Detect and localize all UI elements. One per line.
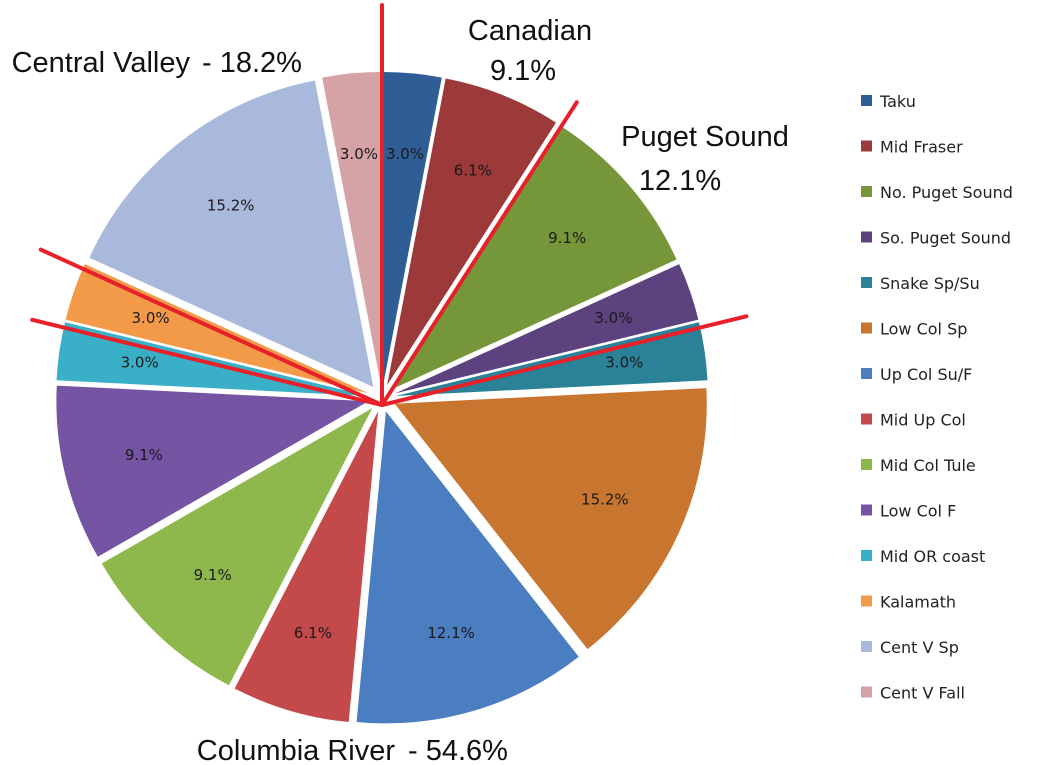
legend-label-taku: Taku [879,92,916,111]
slice-label-up-col-su-f: 12.1% [427,624,475,642]
legend-swatch-snake-sp-su [861,277,872,288]
legend-label-so-puget-sound: So. Puget Sound [880,229,1011,248]
group-label-columbia-river-name: Columbia River [197,735,396,765]
legend-swatch-cent-v-fall [861,686,872,698]
pie-slice-so-puget-sound [395,264,699,394]
pie-slice-mid-up-col [234,411,379,723]
slice-label-cent-v-sp: 15.2% [207,196,255,214]
pie-slice-up-col-su-f [356,411,579,724]
group-label-puget-sound-name: Puget Sound [621,121,789,153]
group-divider-lines [30,3,749,407]
slice-label-taku: 3.0% [386,145,424,163]
legend-swatch-kalamath [861,595,872,607]
legend-swatch-mid-fraser [861,140,872,152]
slice-label-mid-or-coast: 3.0% [121,354,159,372]
pie-slice-snake-sp-su [395,322,708,396]
slice-label-kalamath: 3.0% [132,309,170,327]
group-label-canadian-value: 9.1% [490,55,556,87]
legend-swatch-mid-col-tule [861,459,872,470]
legend-swatch-low-col-sp [861,322,872,334]
legend-swatch-no-puget-sound [861,186,872,197]
group-label-central-valley-value: - 18.2% [202,47,302,79]
slice-label-mid-fraser: 6.1% [454,162,492,180]
slice-label-mid-up-col: 6.1% [294,624,332,642]
legend-label-up-col-su-f: Up Col Su/F [880,365,972,384]
divider-puget-right [380,314,749,407]
legend-swatch-cent-v-sp [861,641,872,652]
legend-swatch-up-col-su-f [861,368,872,379]
legend-label-mid-col-tule: Mid Col Tule [880,456,976,475]
group-label-canadian-name: Canadian [468,15,592,47]
slice-label-so-puget-sound: 3.0% [594,309,632,327]
slice-label-no-puget-sound: 9.1% [548,229,586,247]
pie-slice-mid-fraser [387,78,557,385]
legend-swatch-so-puget-sound [861,231,872,243]
divider-canadian-right [380,100,579,407]
group-label-central-valley-name: Central Valley [12,47,191,79]
pie-slice-mid-col-tule [101,408,373,686]
slice-label-cent-v-fall: 3.0% [340,145,378,163]
slice-label-snake-sp-su: 3.0% [605,354,643,372]
pie-slice-low-col-f [56,385,369,557]
legend-label-cent-v-sp: Cent V Sp [880,638,959,657]
legend-label-kalamath: Kalamath [880,593,956,612]
legend-swatch-mid-or-coast [861,550,872,561]
legend-label-low-col-sp: Low Col Sp [880,320,967,339]
slice-data-labels: 3.0% 6.1% 9.1% 3.0% 3.0% 15.2% 12.1% 6.1% 9.1% 9.… [121,145,644,642]
pie-slice-no-puget-sound [392,126,677,389]
legend-swatch-taku [861,95,872,106]
legend: Taku Mid Fraser No. Puget Sound So. Puget S… [861,92,1013,703]
legend-swatch-mid-up-col [861,413,872,425]
legend-label-mid-or-coast: Mid OR coast [880,547,985,566]
pie-slice-mid-or-coast [56,322,369,396]
legend-label-mid-fraser: Mid Fraser [880,138,963,157]
pie-slice-low-col-sp [394,388,707,650]
pie-slice-cent-v-sp [89,80,374,387]
group-label-puget-sound-value: 12.1% [639,165,721,197]
slice-label-low-col-f: 9.1% [125,446,163,464]
legend-label-snake-sp-su: Snake Sp/Su [880,274,980,293]
legend-label-no-puget-sound: No. Puget Sound [880,183,1013,202]
legend-label-cent-v-fall: Cent V Fall [880,684,965,703]
pie-slice-taku [383,72,442,385]
group-label-columbia-river-value: - 54.6% [408,735,508,765]
legend-swatch-low-col-f [861,504,872,516]
slice-label-mid-col-tule: 9.1% [194,566,232,584]
legend-label-mid-up-col: Mid Up Col [880,411,966,430]
pie-slice-cent-v-fall [322,72,381,385]
divider-central-valley-left [30,317,384,407]
divider-columbia-left [38,247,384,407]
slice-label-low-col-sp: 15.2% [581,490,629,508]
legend-label-low-col-f: Low Col F [880,502,956,521]
